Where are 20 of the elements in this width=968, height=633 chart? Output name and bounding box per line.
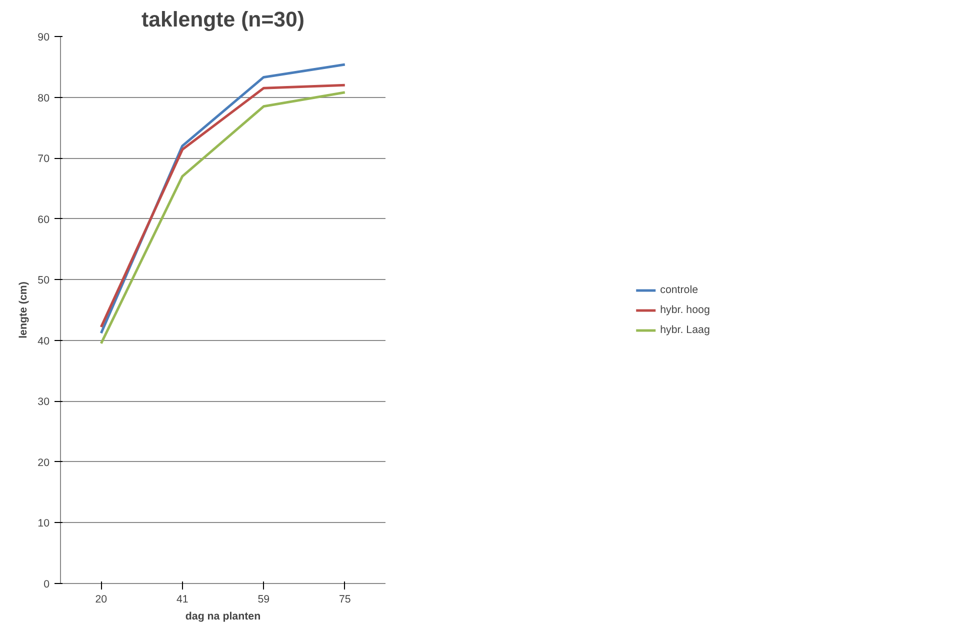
x-tick-label: 59 <box>258 594 270 606</box>
y-tick-label: 10 <box>38 518 50 530</box>
x-tick-label: 75 <box>338 594 351 606</box>
legend-label: hybr. hoog <box>660 304 710 316</box>
legend-label: hybr. Laag <box>660 324 710 336</box>
y-tick-label: 90 <box>38 32 50 44</box>
y-axis-title: lengte (cm) <box>18 281 30 338</box>
x-axis-title: dag na planten <box>185 610 261 622</box>
y-tick-label: 50 <box>38 274 50 287</box>
y-tick-label: 40 <box>38 335 50 348</box>
y-tick-label: 20 <box>38 456 50 469</box>
legend-label: controle <box>660 284 698 296</box>
y-tick-label: 80 <box>38 92 50 104</box>
chart-title: taklengte (n=30) <box>142 8 304 32</box>
y-tick-label: 60 <box>38 214 50 226</box>
y-tick-label: 70 <box>38 153 50 166</box>
y-tick-label: 0 <box>44 578 50 590</box>
y-tick-label: 30 <box>38 396 50 408</box>
x-tick-label: 41 <box>176 594 188 606</box>
x-tick-label: 20 <box>95 594 108 606</box>
